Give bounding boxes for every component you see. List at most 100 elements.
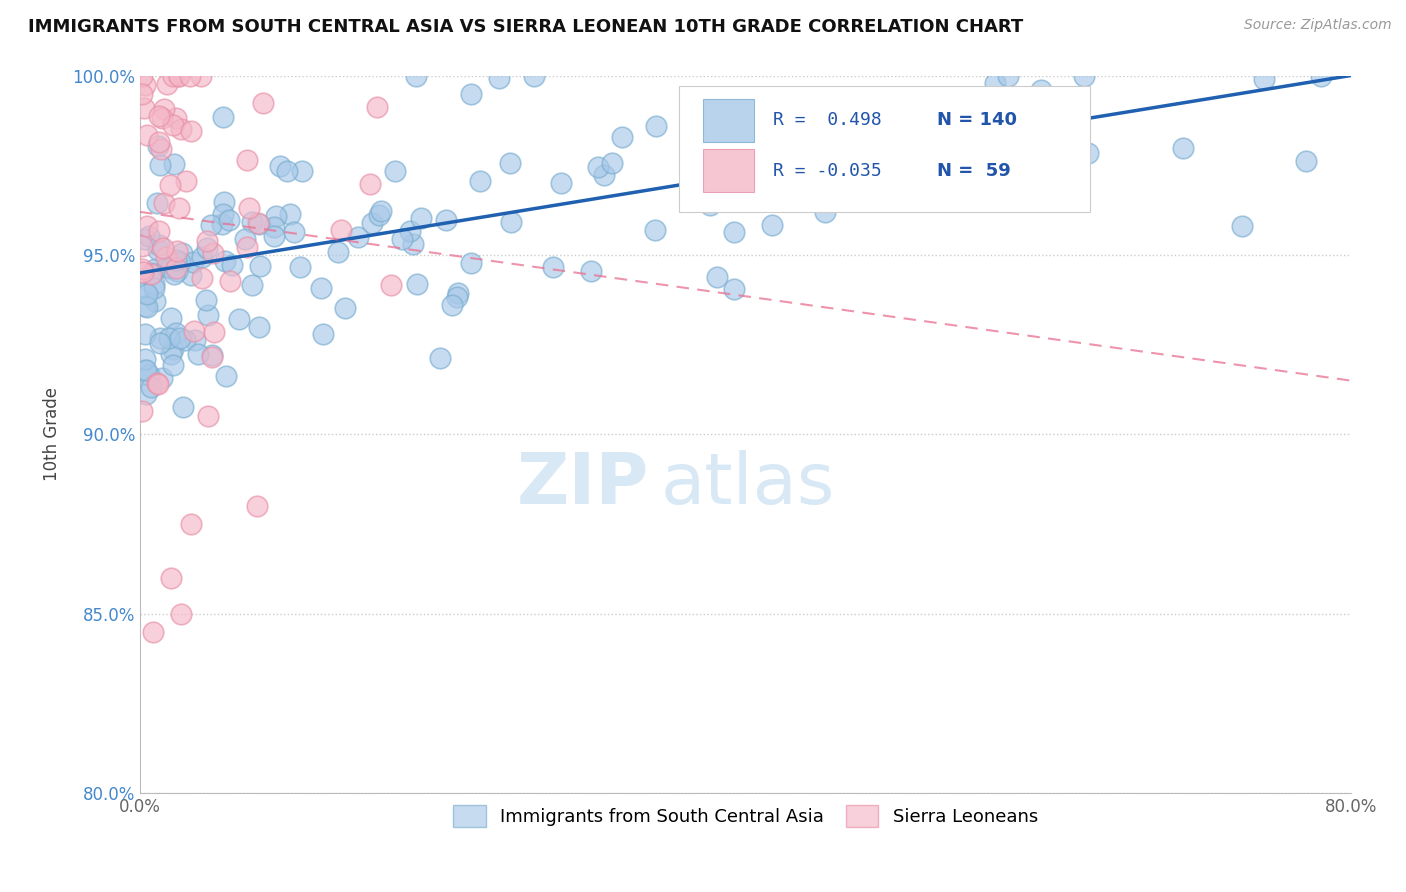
Point: [246, 500, 269, 514]
Point: [149, 331, 172, 345]
Point: [160, 310, 183, 325]
Point: [148, 109, 170, 123]
Point: [165, 260, 187, 275]
Point: [219, 274, 242, 288]
Point: [134, 78, 156, 92]
Point: [157, 331, 180, 345]
Point: [702, 112, 724, 127]
Point: [768, 190, 790, 204]
Point: [406, 277, 429, 291]
Point: [134, 326, 156, 341]
Point: [159, 260, 181, 275]
Point: [723, 226, 745, 240]
Point: [460, 87, 482, 101]
Point: [134, 352, 156, 367]
Point: [269, 159, 291, 173]
Point: [166, 263, 188, 277]
Point: [159, 571, 181, 585]
Point: [460, 256, 482, 270]
Point: [1310, 69, 1333, 83]
Point: [252, 95, 274, 110]
Point: [135, 285, 157, 300]
Point: [131, 261, 153, 276]
Point: [138, 368, 160, 382]
Text: N =  59: N = 59: [936, 161, 1011, 179]
Point: [141, 624, 163, 639]
Point: [190, 271, 212, 285]
Point: [145, 261, 167, 276]
Text: R =  0.498: R = 0.498: [773, 112, 882, 129]
Point: [197, 409, 219, 423]
Point: [645, 119, 668, 133]
Point: [212, 110, 235, 124]
Point: [367, 208, 389, 222]
Point: [195, 241, 218, 255]
Point: [723, 282, 745, 296]
Point: [360, 216, 382, 230]
Point: [202, 245, 225, 260]
Point: [165, 111, 187, 125]
Point: [162, 118, 184, 132]
Point: [1253, 71, 1275, 86]
Point: [150, 370, 173, 384]
Point: [165, 326, 187, 341]
Point: [212, 195, 235, 210]
Point: [872, 119, 894, 133]
Point: [152, 241, 174, 255]
Point: [135, 128, 157, 142]
Point: [167, 201, 190, 215]
Point: [149, 335, 172, 350]
Point: [141, 266, 163, 280]
Point: [162, 69, 184, 83]
Point: [180, 268, 202, 283]
Point: [264, 209, 287, 223]
Point: [169, 331, 191, 345]
Point: [1073, 69, 1095, 83]
Point: [600, 156, 623, 170]
Point: [174, 174, 197, 188]
Point: [162, 358, 184, 372]
Point: [283, 226, 305, 240]
Point: [139, 267, 162, 281]
Point: [134, 362, 156, 376]
Point: [146, 376, 169, 391]
Point: [679, 150, 702, 164]
Point: [814, 205, 837, 219]
Point: [165, 252, 187, 267]
Text: atlas: atlas: [661, 450, 835, 519]
Point: [170, 122, 193, 136]
Text: Source: ZipAtlas.com: Source: ZipAtlas.com: [1244, 18, 1392, 32]
Point: [236, 153, 259, 168]
Legend: Immigrants from South Central Asia, Sierra Leoneans: Immigrants from South Central Asia, Sier…: [446, 798, 1045, 835]
Point: [384, 163, 406, 178]
Point: [1295, 153, 1317, 168]
Point: [290, 260, 312, 275]
Point: [173, 334, 195, 348]
Point: [187, 347, 209, 361]
Point: [721, 174, 744, 188]
Point: [1029, 83, 1052, 97]
Point: [446, 290, 468, 304]
Point: [233, 231, 256, 245]
Point: [162, 342, 184, 356]
Point: [581, 264, 603, 278]
Point: [309, 280, 332, 294]
FancyBboxPatch shape: [679, 87, 1091, 212]
Point: [160, 347, 183, 361]
Point: [501, 215, 523, 229]
Point: [249, 259, 271, 273]
Point: [402, 237, 425, 252]
Point: [247, 319, 270, 334]
Point: [156, 260, 179, 274]
Point: [586, 161, 609, 175]
Point: [291, 164, 314, 178]
Point: [997, 69, 1019, 83]
Point: [399, 224, 422, 238]
Point: [1230, 219, 1253, 233]
Point: [211, 207, 233, 221]
Point: [136, 300, 159, 314]
Point: [167, 69, 190, 83]
Point: [751, 103, 773, 117]
Point: [276, 163, 298, 178]
Point: [240, 215, 263, 229]
